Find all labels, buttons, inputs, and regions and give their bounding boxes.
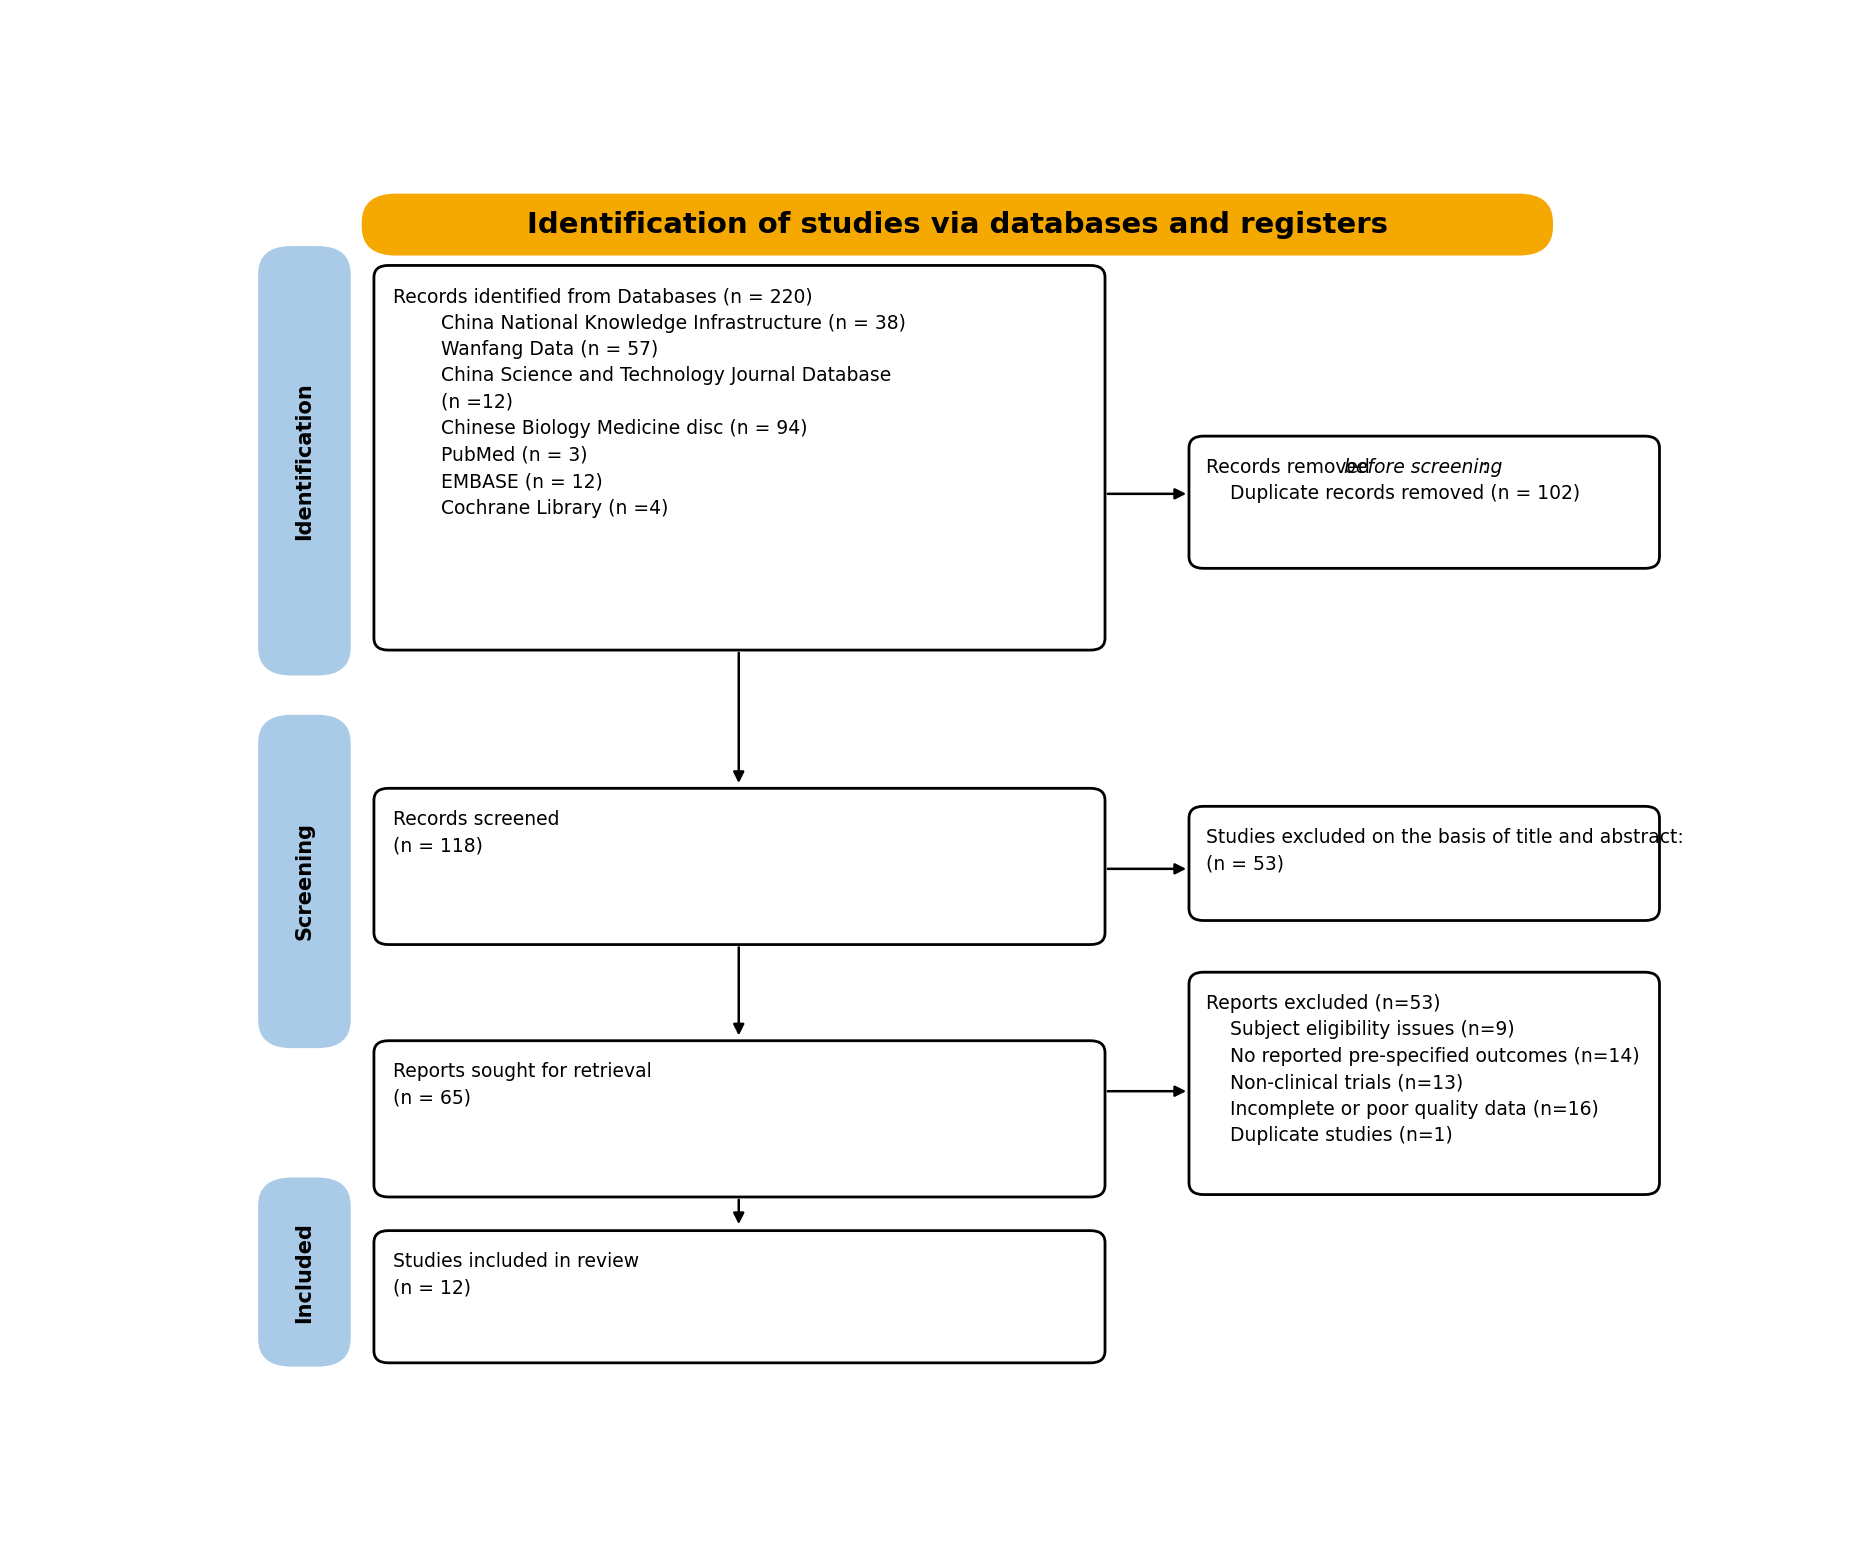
- FancyBboxPatch shape: [374, 1230, 1106, 1363]
- FancyBboxPatch shape: [374, 788, 1106, 944]
- Text: Subject eligibility issues (n=9): Subject eligibility issues (n=9): [1207, 1021, 1515, 1040]
- Text: (n = 53): (n = 53): [1207, 854, 1285, 874]
- Text: EMBASE (n = 12): EMBASE (n = 12): [441, 471, 601, 492]
- Text: Incomplete or poor quality data (n=16): Incomplete or poor quality data (n=16): [1207, 1099, 1599, 1119]
- Text: Screening: Screening: [295, 823, 314, 940]
- Text: Wanfang Data (n = 57): Wanfang Data (n = 57): [441, 340, 658, 359]
- Text: China Science and Technology Journal Database: China Science and Technology Journal Dat…: [441, 367, 891, 386]
- Text: Reports sought for retrieval: Reports sought for retrieval: [392, 1063, 652, 1082]
- Text: Identification of studies via databases and registers: Identification of studies via databases …: [527, 211, 1388, 239]
- FancyBboxPatch shape: [1190, 807, 1659, 921]
- Text: China National Knowledge Infrastructure (n = 38): China National Knowledge Infrastructure …: [441, 314, 906, 332]
- Text: :: :: [1481, 457, 1489, 476]
- FancyBboxPatch shape: [260, 1179, 349, 1366]
- FancyBboxPatch shape: [374, 265, 1106, 649]
- Text: (n =12): (n =12): [441, 393, 512, 412]
- Text: before screening: before screening: [1345, 457, 1502, 476]
- Text: No reported pre-specified outcomes (n=14): No reported pre-specified outcomes (n=14…: [1207, 1047, 1640, 1066]
- Text: Records identified from Databases (n = 220): Records identified from Databases (n = 2…: [392, 287, 813, 306]
- Text: Duplicate studies (n=1): Duplicate studies (n=1): [1207, 1125, 1453, 1146]
- FancyBboxPatch shape: [364, 195, 1550, 253]
- Text: (n = 12): (n = 12): [392, 1278, 471, 1297]
- FancyBboxPatch shape: [260, 716, 349, 1047]
- Text: PubMed (n = 3): PubMed (n = 3): [441, 446, 587, 465]
- Text: Records screened: Records screened: [392, 810, 559, 829]
- Text: Cochrane Library (n =4): Cochrane Library (n =4): [441, 498, 669, 518]
- Text: Included: Included: [295, 1222, 314, 1322]
- Text: Chinese Biology Medicine disc (n = 94): Chinese Biology Medicine disc (n = 94): [441, 420, 807, 439]
- Text: Studies excluded on the basis of title and abstract:: Studies excluded on the basis of title a…: [1207, 827, 1685, 848]
- FancyBboxPatch shape: [260, 248, 349, 674]
- Text: (n = 118): (n = 118): [392, 837, 482, 855]
- Text: Reports excluded (n=53): Reports excluded (n=53): [1207, 994, 1440, 1013]
- Text: Non-clinical trials (n=13): Non-clinical trials (n=13): [1207, 1072, 1465, 1093]
- Text: Duplicate records removed (n = 102): Duplicate records removed (n = 102): [1207, 484, 1580, 503]
- Text: Records removed: Records removed: [1207, 457, 1377, 476]
- FancyBboxPatch shape: [374, 1041, 1106, 1197]
- Text: (n = 65): (n = 65): [392, 1090, 471, 1108]
- FancyBboxPatch shape: [1190, 436, 1659, 568]
- Text: Studies included in review: Studies included in review: [392, 1252, 639, 1271]
- Text: Identification: Identification: [295, 382, 314, 540]
- FancyBboxPatch shape: [1190, 973, 1659, 1194]
